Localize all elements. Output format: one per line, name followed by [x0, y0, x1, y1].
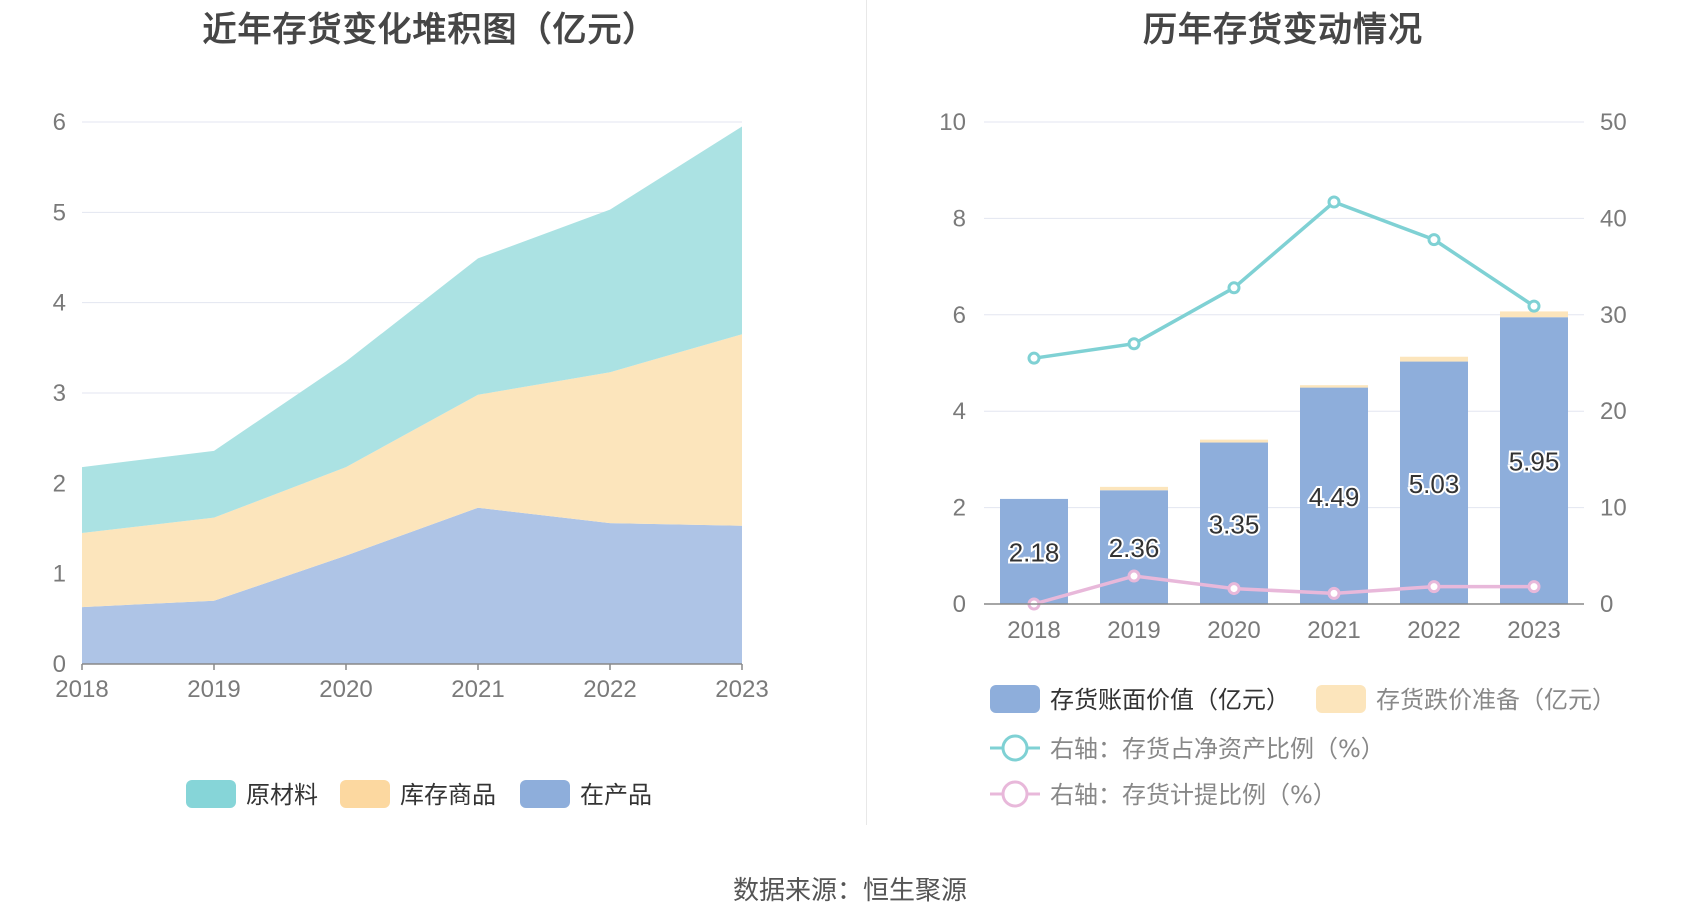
legend-label-库存商品: 库存商品: [400, 781, 496, 809]
left-y-tick-label: 3: [53, 380, 66, 407]
bar-存货账面价值（亿元）: [1200, 442, 1268, 604]
line-point: [1227, 281, 1241, 295]
bar-value-label: 5.95: [1509, 447, 1560, 477]
area-在产品: [82, 507, 742, 664]
legend-swatch-库存商品: [340, 780, 390, 808]
legend-label-存货跌价准备（亿元）: 存货跌价准备（亿元）: [1376, 686, 1616, 714]
line-point: [1227, 582, 1241, 596]
data-source-note: 数据来源：恒生聚源: [732, 876, 967, 906]
legend-swatch-存货账面价值（亿元）: [990, 685, 1040, 713]
left-x-tick-label: 2021: [451, 676, 504, 703]
right-chart-title: 历年存货变动情况: [1143, 10, 1423, 50]
bar-value-label: 4.49: [1309, 482, 1360, 512]
right-x-tick-label: 2018: [1007, 617, 1060, 644]
legend-label-右轴：存货占净资产比例（%）: 右轴：存货占净资产比例（%）: [1050, 735, 1385, 763]
right-y-tick-label: 0: [953, 591, 966, 618]
left-x-tick-label: 2020: [319, 676, 372, 703]
left-y-tick-label: 5: [53, 199, 66, 226]
right-y2-tick-label: 50: [1600, 109, 1627, 136]
legend-swatch-存货跌价准备（亿元）: [1316, 685, 1366, 713]
right-x-tick-label: 2021: [1307, 617, 1360, 644]
bar-存货跌价准备（亿元）: [1500, 311, 1568, 318]
left-y-tick-label: 2: [53, 470, 66, 497]
left-y-tick-label: 0: [53, 651, 66, 678]
bar-存货账面价值（亿元）: [1100, 490, 1168, 604]
right-x-tick-label: 2023: [1507, 617, 1560, 644]
legend-swatch-在产品: [520, 780, 570, 808]
legend-label-在产品: 在产品: [580, 781, 652, 809]
bar-存货跌价准备（亿元）: [1200, 439, 1268, 443]
bar-value-label: 2.36: [1109, 533, 1160, 563]
line-point: [1427, 580, 1441, 594]
legend-label-原材料: 原材料: [246, 781, 318, 809]
area-原材料: [82, 126, 742, 534]
bar-存货跌价准备（亿元）: [1300, 385, 1368, 388]
line-point: [1127, 569, 1141, 583]
right-y2-tick-label: 10: [1600, 495, 1627, 522]
left-x-tick-label: 2018: [55, 676, 108, 703]
right-y-tick-label: 4: [953, 398, 966, 425]
legend-swatch-原材料: [186, 780, 236, 808]
legend-swatch-marker-右轴：存货计提比例（%）: [1001, 780, 1029, 808]
bar-存货账面价值（亿元）: [1500, 317, 1568, 604]
left-x-tick-label: 2023: [715, 676, 768, 703]
bar-存货账面价值（亿元）: [1000, 498, 1068, 604]
left-y-tick-label: 6: [53, 109, 66, 136]
left-y-tick-label: 1: [53, 561, 66, 588]
line-point: [1327, 586, 1341, 600]
left-x-tick-label: 2019: [187, 676, 240, 703]
right-x-tick-label: 2019: [1107, 617, 1160, 644]
legend-label-右轴：存货计提比例（%）: 右轴：存货计提比例（%）: [1050, 781, 1337, 809]
line-point: [1527, 299, 1541, 313]
bar-value-label: 5.03: [1409, 469, 1460, 499]
line-point: [1527, 580, 1541, 594]
legend-label-存货账面价值（亿元）: 存货账面价值（亿元）: [1050, 686, 1290, 714]
line-point: [1327, 195, 1341, 209]
bar-存货账面价值（亿元）: [1300, 387, 1368, 604]
right-y-tick-label: 6: [953, 302, 966, 329]
right-x-tick-label: 2022: [1407, 617, 1460, 644]
line-point: [1127, 337, 1141, 351]
bar-value-label: 3.35: [1209, 509, 1260, 539]
left-x-tick-label: 2022: [583, 676, 636, 703]
line-point: [1027, 351, 1041, 365]
left-chart-title: 近年存货变化堆积图（亿元）: [202, 10, 658, 50]
right-y2-tick-label: 40: [1600, 205, 1627, 232]
bar-存货账面价值（亿元）: [1400, 361, 1468, 604]
left-y-tick-label: 4: [53, 290, 66, 317]
line-右轴：存货计提比例（%）: [1033, 574, 1534, 606]
right-y2-tick-label: 20: [1600, 398, 1627, 425]
line-point: [1427, 233, 1441, 247]
legend-swatch-marker-右轴：存货占净资产比例（%）: [1001, 734, 1029, 762]
right-y-tick-label: 8: [953, 205, 966, 232]
bar-存货跌价准备（亿元）: [1100, 486, 1168, 491]
right-y-tick-label: 10: [939, 109, 966, 136]
right-x-tick-label: 2020: [1207, 617, 1260, 644]
bar-value-label: 2.18: [1009, 537, 1060, 567]
bar-存货跌价准备（亿元）: [1400, 356, 1468, 362]
right-y-tick-label: 2: [953, 495, 966, 522]
right-y2-tick-label: 0: [1600, 591, 1613, 618]
line-右轴：存货占净资产比例（%）: [1033, 200, 1535, 360]
chart-divider: [866, 0, 867, 825]
right-y2-tick-label: 30: [1600, 302, 1627, 329]
area-库存商品: [82, 334, 742, 608]
